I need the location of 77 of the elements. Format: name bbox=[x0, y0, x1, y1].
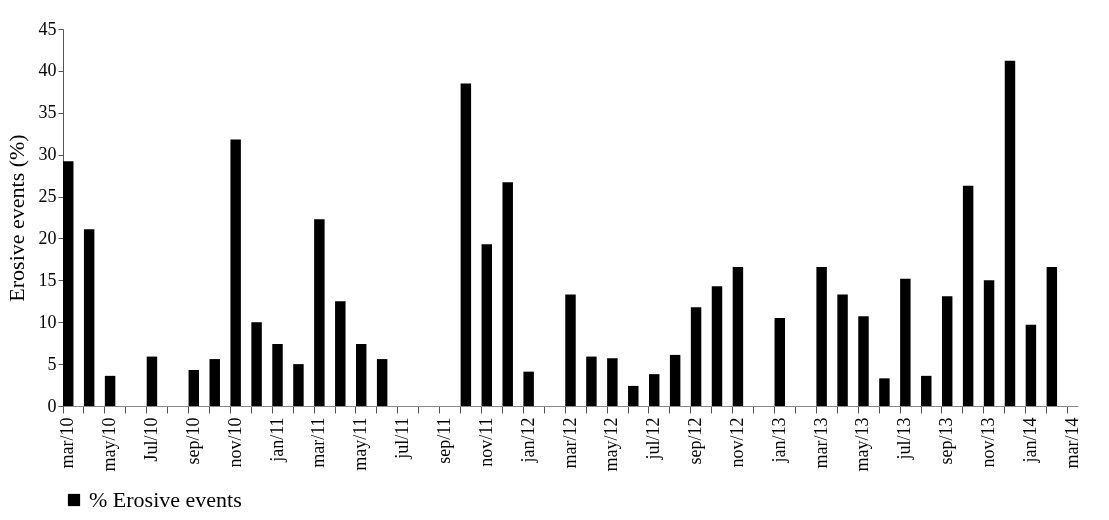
bar bbox=[230, 139, 241, 406]
y-tick-label: 20 bbox=[38, 227, 57, 248]
x-tick-label: mar/10 bbox=[57, 417, 78, 469]
x-tick-label: jan/12 bbox=[517, 417, 538, 464]
y-tick-label: 25 bbox=[38, 186, 57, 207]
x-tick-label: nov/13 bbox=[978, 417, 999, 468]
x-tick-label: sep/13 bbox=[936, 417, 957, 465]
bar bbox=[251, 322, 262, 406]
bar bbox=[690, 307, 702, 406]
bar bbox=[879, 378, 890, 406]
bar bbox=[209, 359, 220, 406]
legend-label: % Erosive events bbox=[89, 487, 242, 512]
y-axis-title: Erosive events (%) bbox=[3, 134, 29, 302]
bar bbox=[1004, 60, 1016, 406]
bar bbox=[711, 286, 723, 406]
bar bbox=[104, 375, 116, 406]
bar bbox=[502, 182, 513, 406]
x-tick-label: sep/10 bbox=[182, 417, 203, 465]
x-tick-label: may/10 bbox=[99, 417, 120, 472]
x-tick-label: mar/13 bbox=[810, 417, 831, 469]
bar bbox=[460, 83, 472, 406]
y-tick-label: 35 bbox=[38, 102, 57, 123]
x-tick-label: mar/12 bbox=[559, 417, 580, 469]
x-tick-label: sep/12 bbox=[685, 417, 706, 465]
bar bbox=[293, 364, 304, 406]
bar bbox=[816, 266, 827, 406]
x-tick-label: nov/11 bbox=[475, 417, 496, 467]
x-tick-label: may/13 bbox=[852, 417, 873, 472]
bar bbox=[628, 385, 639, 406]
y-tick-label: 0 bbox=[47, 395, 57, 416]
bar bbox=[607, 358, 618, 406]
y-tick-label: 40 bbox=[38, 60, 57, 81]
bar bbox=[523, 371, 534, 406]
bar bbox=[837, 294, 848, 406]
y-tick-label: 45 bbox=[38, 18, 57, 39]
bar bbox=[188, 369, 200, 406]
x-tick-label: jan/11 bbox=[266, 417, 287, 463]
x-tick-label: mar/14 bbox=[1061, 417, 1082, 469]
x-tick-label: Jul/10 bbox=[140, 417, 161, 462]
bar bbox=[481, 244, 493, 406]
bar bbox=[335, 301, 346, 406]
bar bbox=[774, 318, 786, 406]
x-tick-label: sep/11 bbox=[433, 417, 454, 464]
bar bbox=[962, 185, 974, 406]
bar bbox=[1046, 266, 1058, 406]
bar bbox=[355, 344, 367, 406]
bar bbox=[941, 296, 953, 406]
bar bbox=[648, 374, 660, 406]
bar bbox=[921, 375, 932, 406]
y-tick-label: 30 bbox=[38, 144, 57, 165]
x-tick-label: jul/11 bbox=[392, 417, 413, 460]
x-tick-label: jan/13 bbox=[768, 417, 789, 464]
bar bbox=[732, 266, 744, 406]
x-tick-label: may/12 bbox=[601, 417, 622, 472]
bar bbox=[376, 359, 388, 406]
bar bbox=[858, 316, 869, 406]
x-tick-label: jan/14 bbox=[1019, 417, 1040, 464]
x-tick-label: jul/12 bbox=[643, 417, 664, 461]
bar bbox=[983, 280, 995, 406]
x-tick-label: jul/13 bbox=[894, 417, 915, 461]
y-tick-label: 5 bbox=[47, 353, 57, 374]
x-tick-label: may/11 bbox=[350, 417, 371, 471]
bar bbox=[63, 161, 74, 406]
bar bbox=[565, 294, 576, 406]
x-tick-label: mar/11 bbox=[308, 417, 329, 468]
x-tick-label: nov/10 bbox=[224, 417, 245, 468]
bar bbox=[669, 354, 681, 406]
bar bbox=[146, 356, 158, 406]
bar bbox=[83, 229, 95, 406]
bar bbox=[314, 219, 325, 406]
bar bbox=[272, 344, 283, 406]
bar bbox=[900, 278, 911, 406]
y-tick-label: 15 bbox=[38, 269, 57, 290]
y-tick-label: 10 bbox=[38, 311, 57, 332]
bar bbox=[1025, 324, 1037, 406]
bar bbox=[586, 356, 597, 406]
x-tick-label: nov/12 bbox=[726, 417, 747, 468]
